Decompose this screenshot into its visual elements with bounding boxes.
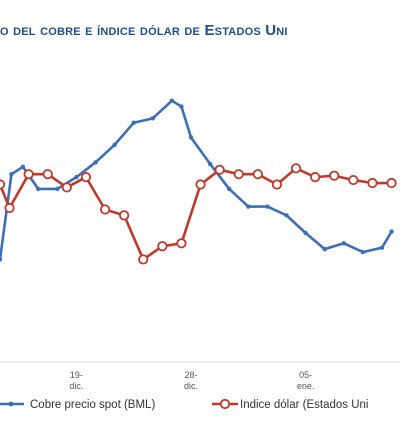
series-line-2 bbox=[0, 167, 393, 261]
data-point-1 bbox=[284, 213, 289, 218]
x-tick-label-line: dic. bbox=[184, 381, 198, 391]
data-point-2 bbox=[61, 182, 72, 193]
data-point-2 bbox=[99, 204, 111, 215]
data-point-1 bbox=[74, 174, 79, 180]
data-point-2 bbox=[119, 210, 130, 221]
legend-marker bbox=[8, 401, 14, 407]
data-point-2 bbox=[348, 174, 359, 186]
data-point-1 bbox=[20, 164, 26, 170]
x-tick-label-line: 05- bbox=[299, 370, 312, 380]
x-tick-label: 28-dic. bbox=[184, 370, 198, 391]
data-point-2 bbox=[252, 169, 263, 180]
series-line-1 bbox=[0, 99, 393, 261]
data-point-1 bbox=[379, 245, 385, 250]
chart-title: o del cobre e índice dólar de Estados Un… bbox=[0, 22, 288, 39]
data-point-1 bbox=[341, 241, 346, 246]
x-tick-label-line: dic. bbox=[69, 381, 83, 391]
data-point-2 bbox=[233, 169, 244, 180]
data-point-2 bbox=[80, 172, 92, 183]
data-point-1 bbox=[55, 186, 60, 192]
data-point-2 bbox=[4, 202, 15, 214]
data-point-1 bbox=[322, 246, 327, 252]
data-point-2 bbox=[214, 164, 225, 175]
data-point-1 bbox=[246, 204, 251, 209]
x-axis: 19-dic.28-dic.05-ene. bbox=[0, 361, 400, 391]
data-point-2 bbox=[0, 179, 6, 190]
data-point-1 bbox=[389, 229, 394, 234]
data-point-2 bbox=[176, 238, 187, 249]
data-point-1 bbox=[0, 257, 3, 262]
data-point-1 bbox=[131, 120, 136, 125]
data-point-2 bbox=[42, 169, 53, 180]
legend-label: Indice dólar (Estados Uni bbox=[240, 399, 368, 411]
data-point-2 bbox=[329, 170, 340, 181]
data-point-2 bbox=[271, 179, 283, 190]
data-point-1 bbox=[169, 98, 175, 103]
data-point-1 bbox=[36, 186, 41, 192]
data-point-2 bbox=[157, 241, 168, 252]
data-point-1 bbox=[207, 161, 213, 167]
data-point-2 bbox=[23, 169, 34, 180]
data-point-2 bbox=[367, 177, 378, 189]
data-point-2 bbox=[290, 163, 302, 174]
chart-series bbox=[0, 98, 397, 265]
x-tick-label-line: 19- bbox=[70, 370, 83, 380]
data-point-1 bbox=[112, 142, 117, 147]
data-point-2 bbox=[310, 172, 321, 183]
data-point-1 bbox=[265, 204, 270, 209]
data-point-2 bbox=[195, 179, 206, 190]
x-tick-label: 05-ene. bbox=[297, 370, 315, 391]
x-tick-label: 19-dic. bbox=[69, 370, 83, 391]
data-point-1 bbox=[360, 249, 366, 255]
data-point-2 bbox=[386, 177, 397, 189]
data-point-1 bbox=[179, 104, 184, 109]
data-point-1 bbox=[188, 135, 194, 140]
x-tick-label-line: ene. bbox=[297, 381, 315, 391]
data-point-2 bbox=[138, 254, 149, 265]
legend-marker bbox=[219, 398, 231, 410]
x-tick-label-line: 28- bbox=[184, 370, 197, 380]
legend-label: Cobre precio spot (BML) bbox=[30, 399, 155, 411]
data-point-1 bbox=[93, 160, 98, 165]
legend: Cobre precio spot (BML) Indice dólar (Est… bbox=[0, 398, 368, 411]
data-point-1 bbox=[9, 172, 14, 177]
data-point-1 bbox=[227, 186, 232, 192]
data-point-1 bbox=[150, 116, 155, 121]
data-point-1 bbox=[303, 230, 308, 236]
